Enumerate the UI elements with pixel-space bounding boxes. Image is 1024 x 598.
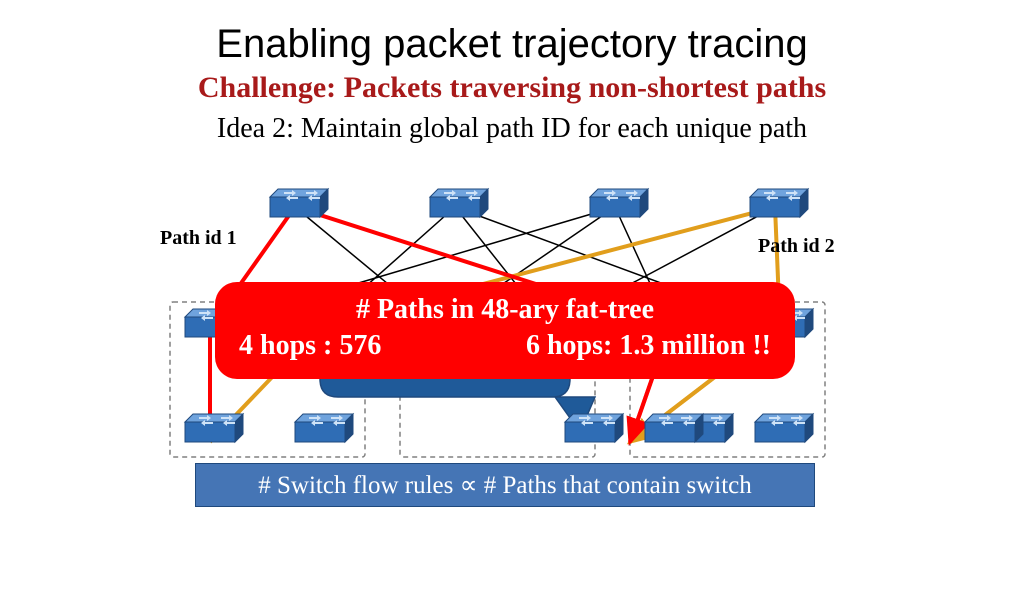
redbox-6hops: 6 hops: 1.3 million !! [526, 328, 771, 364]
flow-rules-bar: # Switch flow rules ∝ # Paths that conta… [195, 463, 815, 507]
network-diagram: Path id 1 Path id 2 # Paths in 48-ary fa… [140, 187, 880, 467]
callout-redbox: # Paths in 48-ary fat-tree 4 hops : 576 … [215, 282, 795, 379]
path-id-1-label: Path id 1 [160, 227, 237, 250]
slide-title: Enabling packet trajectory tracing [0, 22, 1024, 67]
slide-subtitle: Challenge: Packets traversing non-shorte… [0, 71, 1024, 105]
path-id-2-label: Path id 2 [758, 235, 835, 258]
redbox-4hops: 4 hops : 576 [239, 328, 381, 364]
redbox-title: # Paths in 48-ary fat-tree [233, 292, 777, 328]
idea-text: Idea 2: Maintain global path ID for each… [0, 113, 1024, 145]
